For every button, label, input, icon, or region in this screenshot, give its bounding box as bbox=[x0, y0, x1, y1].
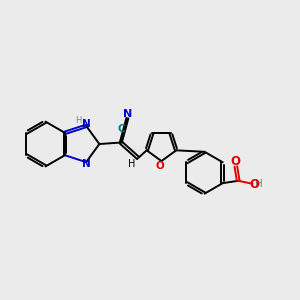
Text: H: H bbox=[75, 116, 81, 125]
Text: H: H bbox=[128, 159, 135, 169]
Text: H: H bbox=[255, 179, 263, 189]
Text: O: O bbox=[250, 178, 260, 190]
Text: N: N bbox=[82, 159, 91, 169]
Text: O: O bbox=[156, 161, 164, 171]
Text: O: O bbox=[231, 155, 241, 168]
Text: N: N bbox=[123, 109, 133, 118]
Text: N: N bbox=[82, 119, 91, 129]
Text: C: C bbox=[118, 124, 126, 134]
